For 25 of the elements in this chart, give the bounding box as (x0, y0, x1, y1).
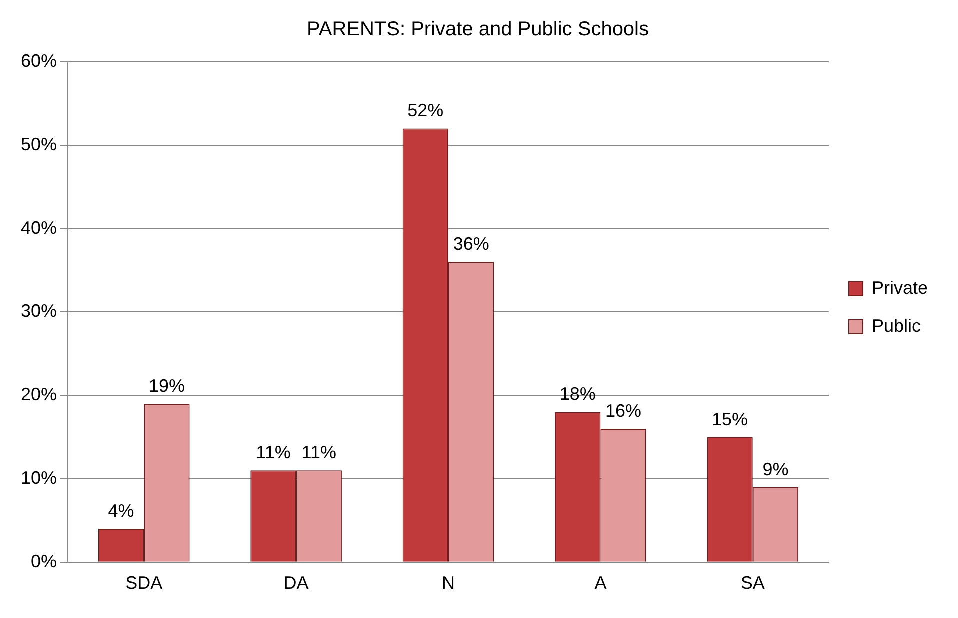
data-label: 9% (762, 459, 789, 480)
data-label: 36% (453, 234, 490, 254)
data-label: 18% (560, 384, 596, 404)
y-tick-label: 50% (20, 134, 58, 154)
data-label: 11% (256, 442, 291, 463)
x-tick-label: SDA (126, 573, 163, 594)
chart-title: PARENTS: Private and Public Schools (306, 18, 650, 41)
y-tick-label: 40% (20, 218, 58, 238)
data-label: 19% (148, 376, 185, 396)
y-tick-label: 10% (20, 468, 58, 488)
data-label: 52% (408, 100, 444, 121)
data-label: 11% (302, 442, 336, 463)
data-label: 4% (108, 501, 134, 522)
x-tick-label: N (442, 573, 455, 594)
data-label: 15% (712, 409, 748, 430)
y-tick-label: 0% (31, 551, 58, 572)
legend-label: Private (872, 278, 928, 298)
y-tick-label: 20% (20, 384, 58, 405)
legend-label: Public (872, 316, 922, 336)
y-tick-label: 30% (20, 301, 58, 322)
data-label: 16% (606, 400, 642, 421)
y-tick-label: 60% (20, 50, 58, 71)
x-tick-label: A (594, 573, 607, 594)
x-tick-label: DA (284, 573, 309, 594)
x-tick-label: SA (740, 573, 765, 594)
